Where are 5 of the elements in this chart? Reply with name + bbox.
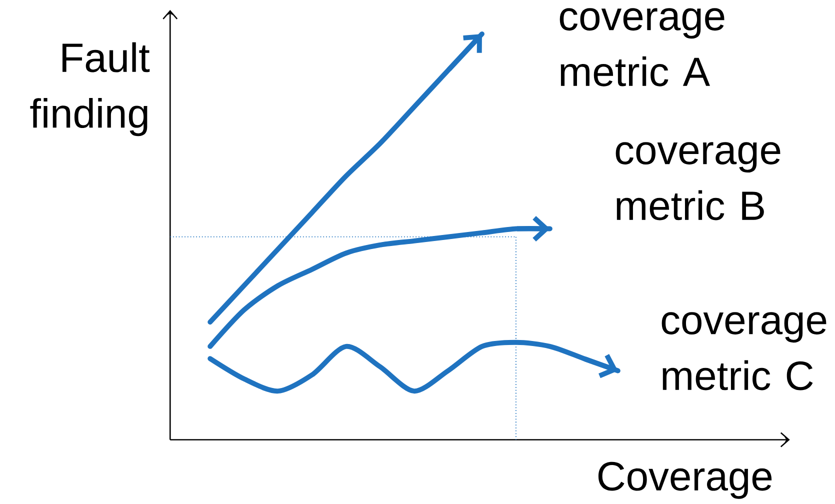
legend-label: coverage metric C [662,312,826,390]
x-axis-title: Coverage [598,462,772,499]
legend-label: coverage metric A [560,8,724,86]
series-label: coverage metric B [616,142,780,220]
y-axis-title: Fault finding [30,42,150,136]
